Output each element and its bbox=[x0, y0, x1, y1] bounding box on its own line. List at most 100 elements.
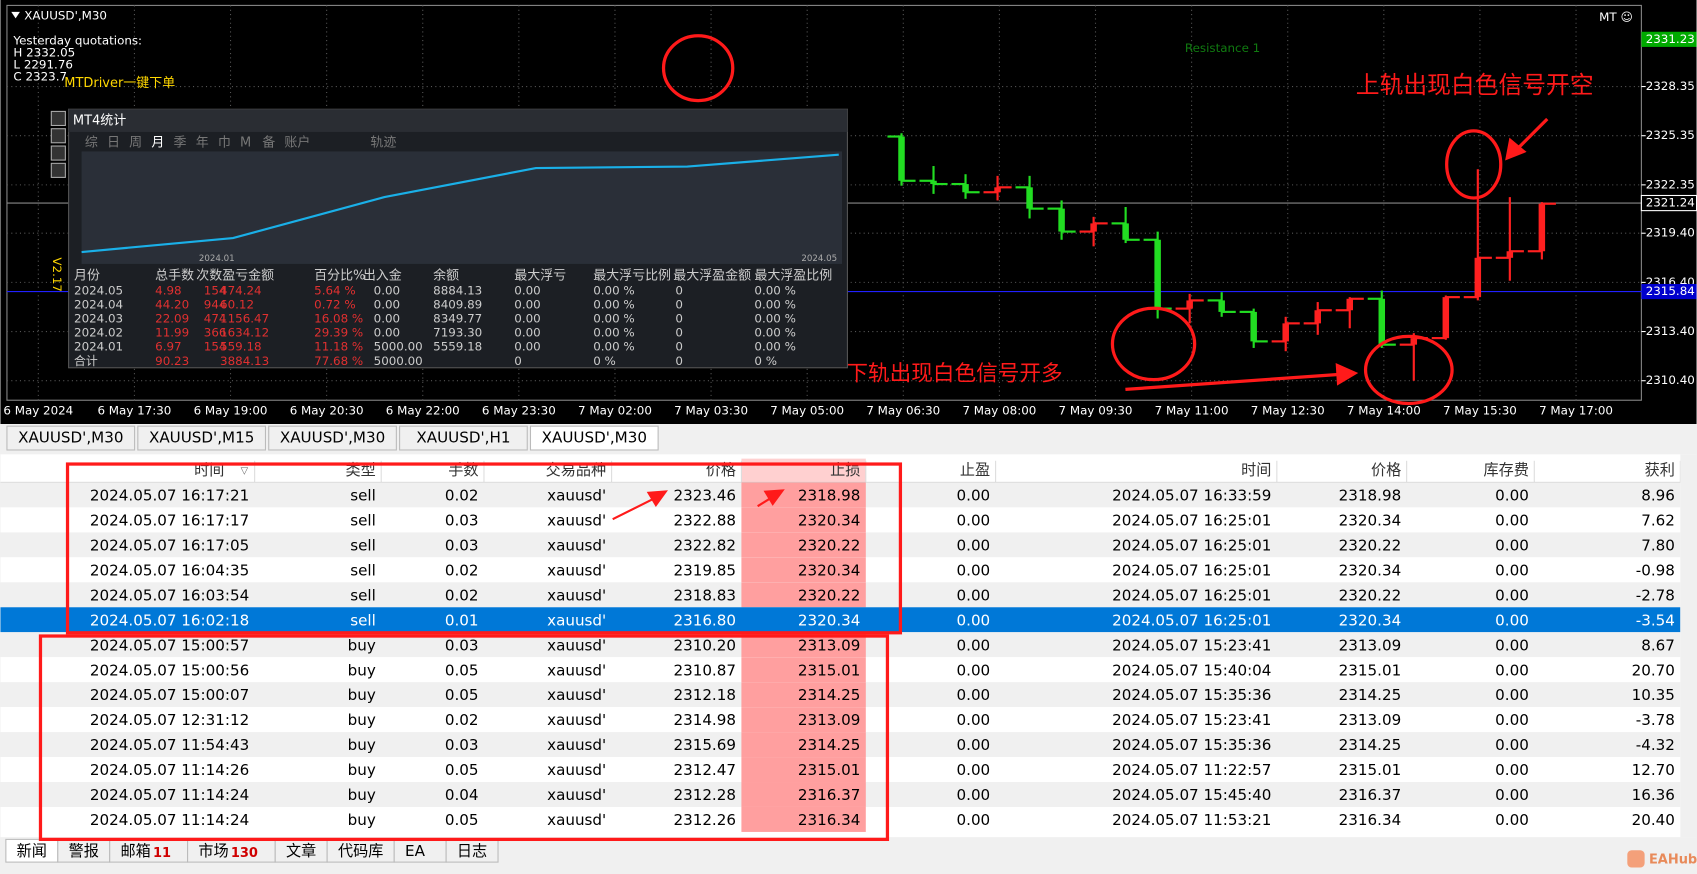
table-cell: 2024.05.07 15:00:56 bbox=[90, 661, 249, 679]
table-cell: 2320.34 bbox=[798, 561, 861, 579]
table-cell: 0.00 bbox=[1495, 736, 1529, 754]
table-cell: 0.00 bbox=[1495, 561, 1529, 579]
panel-cell: 154 bbox=[204, 340, 227, 354]
candle-body bbox=[1058, 208, 1065, 232]
resistance-label: Resistance 1 bbox=[1185, 41, 1260, 55]
candle-body bbox=[962, 184, 969, 193]
table-cell: 0.04 bbox=[445, 786, 479, 804]
panel-header: 盈亏金额 bbox=[222, 267, 274, 283]
sl-cell-bg bbox=[741, 557, 866, 583]
candle-body bbox=[1314, 310, 1321, 324]
time-label: 6 May 19:00 bbox=[194, 404, 268, 418]
table-cell: 20.40 bbox=[1632, 811, 1675, 829]
panel-tab: 周 bbox=[129, 135, 142, 150]
sl-cell-bg bbox=[741, 806, 866, 832]
panel-cell: 8884.13 bbox=[433, 283, 482, 297]
panel-cell: 0.00 bbox=[514, 298, 540, 312]
table-cell: 0.03 bbox=[445, 536, 479, 554]
table-cell: 0.02 bbox=[445, 586, 479, 604]
table-row[interactable] bbox=[0, 607, 1681, 633]
table-cell: 2024.05.07 15:40:04 bbox=[1112, 661, 1271, 679]
chart-tab[interactable] bbox=[268, 425, 397, 451]
chart-tab[interactable] bbox=[137, 425, 267, 451]
table-cell: 0.00 bbox=[957, 611, 991, 629]
table-cell: buy bbox=[348, 636, 376, 654]
candle-body bbox=[1154, 239, 1161, 309]
table-cell: 2320.34 bbox=[798, 611, 861, 629]
table-cell: 2313.09 bbox=[798, 636, 861, 654]
panel-header: 月份 bbox=[74, 268, 100, 283]
time-label: 7 May 15:30 bbox=[1443, 404, 1517, 418]
panel-tab: 年 bbox=[196, 135, 209, 150]
table-cell: 0.00 bbox=[957, 761, 991, 779]
table-cell: 0.00 bbox=[957, 486, 991, 504]
sl-cell-bg bbox=[741, 582, 866, 608]
table-cell: -0.98 bbox=[1636, 561, 1675, 579]
table-cell: sell bbox=[350, 561, 376, 579]
table-cell: 2316.34 bbox=[1339, 811, 1402, 829]
table-cell: 16.36 bbox=[1632, 786, 1675, 804]
table-cell: xauusd' bbox=[547, 536, 606, 554]
panel-cell: 0 bbox=[675, 283, 683, 297]
table-cell: buy bbox=[348, 686, 376, 704]
panel-cell: 366 bbox=[204, 326, 227, 340]
candle-body bbox=[1122, 223, 1129, 240]
table-cell: 2024.05.07 16:33:59 bbox=[1112, 486, 1271, 504]
table-cell: 12.70 bbox=[1632, 761, 1675, 779]
table-cell: 0.00 bbox=[957, 536, 991, 554]
curve-area bbox=[81, 151, 843, 264]
panel-cell: 2024.01 bbox=[74, 340, 123, 354]
table-cell: xauusd' bbox=[547, 586, 606, 604]
panel-total: 0 % bbox=[754, 354, 777, 368]
panel-cell: 1156.47 bbox=[220, 312, 269, 326]
table-cell: 20.70 bbox=[1632, 661, 1675, 679]
candle-body bbox=[1346, 298, 1353, 311]
chart-tab[interactable] bbox=[399, 425, 528, 451]
table-cell: -3.78 bbox=[1636, 711, 1675, 729]
candle-body bbox=[1282, 323, 1289, 342]
candle-body bbox=[1090, 223, 1097, 232]
panel-cell: 11.18 % bbox=[314, 340, 363, 354]
panel-total: 77.68 % bbox=[314, 354, 363, 368]
time-label: 7 May 14:00 bbox=[1347, 404, 1421, 418]
table-cell: xauusd' bbox=[547, 786, 606, 804]
chart-tab[interactable] bbox=[6, 425, 136, 451]
table-cell: 0.05 bbox=[445, 761, 479, 779]
time-label: 7 May 08:00 bbox=[962, 404, 1036, 418]
panel-tab: M bbox=[240, 135, 251, 150]
panel-tab: 备 bbox=[262, 134, 275, 150]
panel-cell: 0.00 % bbox=[593, 340, 635, 354]
panel-cell: 2024.03 bbox=[74, 312, 123, 326]
panel-total: 3884.13 bbox=[220, 354, 269, 368]
panel-cell: 0.00 % bbox=[754, 283, 796, 297]
sort-icon: ▽ bbox=[241, 466, 249, 477]
table-cell: 2315.01 bbox=[1339, 761, 1402, 779]
candle-body bbox=[1506, 251, 1514, 258]
price-label: 2313.40 bbox=[1646, 324, 1695, 338]
table-cell: 2314.25 bbox=[1339, 686, 1402, 704]
table-cell: 2024.05.07 16:25:01 bbox=[1112, 561, 1271, 579]
table-cell: 0.00 bbox=[1495, 486, 1529, 504]
table-cell: 0.02 bbox=[445, 711, 479, 729]
table-cell: xauusd' bbox=[547, 511, 606, 529]
panel-cell: 8409.89 bbox=[433, 298, 482, 312]
table-cell: 0.00 bbox=[957, 561, 991, 579]
table-cell: 0.05 bbox=[445, 811, 479, 829]
panel-cell: 0.72 % bbox=[314, 298, 356, 312]
table-cell: 2323.46 bbox=[673, 486, 736, 504]
time-label: 6 May 2024 bbox=[3, 404, 73, 418]
table-cell: 0.00 bbox=[1495, 661, 1529, 679]
table-cell: xauusd' bbox=[547, 761, 606, 779]
panel-cell: 0.00 bbox=[514, 283, 540, 297]
panel-total: 0 bbox=[675, 354, 683, 368]
table-cell: -3.54 bbox=[1636, 611, 1675, 629]
chart-tab[interactable] bbox=[529, 425, 659, 451]
chart-tab-label: XAUUSD',M15 bbox=[149, 429, 254, 447]
table-cell: xauusd' bbox=[547, 736, 606, 754]
price-label: 2322.35 bbox=[1646, 177, 1695, 191]
table-cell: 7.62 bbox=[1641, 511, 1675, 529]
panel-icon bbox=[50, 110, 66, 127]
table-cell: 2322.82 bbox=[673, 536, 736, 554]
time-label: 7 May 09:30 bbox=[1059, 404, 1133, 418]
panel-cell: 60.12 bbox=[220, 298, 254, 312]
